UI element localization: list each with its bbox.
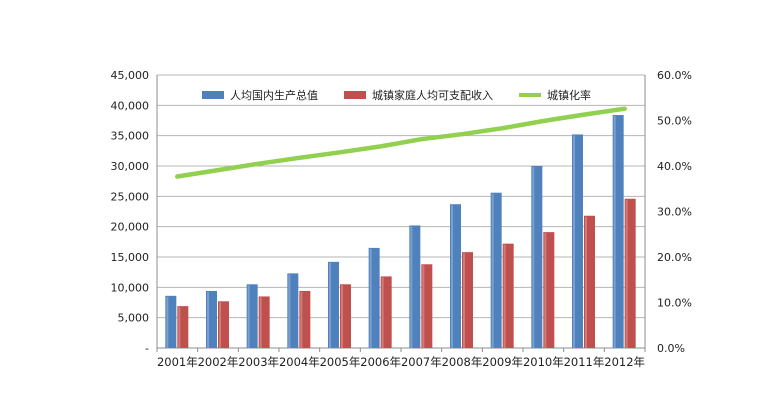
bar-gdp: [368, 247, 380, 348]
bar-gdp: [490, 192, 502, 348]
bar-income: [218, 301, 229, 348]
bar-income: [340, 284, 351, 348]
y-left-tick-label: 25,000: [111, 190, 150, 203]
legend-label: 城镇家庭人均可支配收入: [372, 88, 493, 102]
line-series: [175, 106, 627, 179]
y-left-tick-label: 15,000: [111, 251, 150, 264]
x-tick-label: 2011年: [564, 355, 605, 369]
x-tick-label: 2009年: [482, 355, 523, 369]
legend-swatch: [344, 91, 366, 99]
bar-highlight: [259, 297, 262, 348]
bar-highlight: [329, 262, 331, 348]
x-tick-label: 2012年: [604, 355, 645, 369]
x-tick-label: 2004年: [279, 355, 320, 369]
bar-highlight: [532, 167, 535, 348]
bar-highlight: [410, 226, 413, 348]
x-tick-label: 2010年: [523, 355, 564, 369]
y-right-tick-label: 50.0%: [657, 115, 692, 128]
x-tick-label: 2001年: [157, 355, 198, 369]
y-right-tick-label: 30.0%: [657, 206, 692, 219]
y-left-tick-label: 30,000: [111, 160, 150, 173]
bar-highlight: [341, 285, 343, 348]
x-tick-label: 2003年: [238, 355, 279, 369]
bar-income: [299, 290, 311, 348]
y-left-tick-label: 40,000: [111, 99, 150, 112]
legend: 人均国内生产总值 城镇家庭人均可支配收入 城镇化率: [202, 88, 591, 102]
urbanization-line: [175, 106, 627, 179]
x-tick-label: 2008年: [442, 355, 483, 369]
y-left-tick-label: 20,000: [111, 221, 150, 234]
bar-income: [502, 243, 514, 348]
bar-highlight: [491, 193, 494, 348]
bar-gdp: [328, 261, 339, 348]
y-right-tick-label: 0.0%: [657, 342, 685, 355]
bar-gdp: [450, 204, 461, 348]
legend-swatch: [202, 91, 224, 99]
bar-gdp: [246, 284, 258, 348]
bar-gdp: [206, 290, 217, 348]
x-tick-label: 2006年: [360, 355, 401, 369]
bar-gdp: [165, 295, 177, 348]
bar-income: [462, 252, 473, 348]
bar-highlight: [625, 199, 628, 348]
bar-highlight: [219, 302, 221, 348]
bar-highlight: [207, 291, 209, 348]
bar-income: [380, 276, 392, 348]
y-right-tick-label: 40.0%: [657, 160, 692, 173]
y-left-tick-label: -: [145, 342, 149, 355]
bar-highlight: [503, 244, 506, 348]
bar-highlight: [369, 248, 372, 348]
y-left-tick-label: 45,000: [111, 69, 150, 82]
x-tick-label: 2002年: [198, 355, 239, 369]
x-tick-label: 2007年: [401, 355, 442, 369]
bar-highlight: [422, 265, 425, 348]
y-right-tick-label: 20.0%: [657, 251, 692, 264]
bar-highlight: [613, 116, 616, 348]
y-left-tick-label: 10,000: [111, 281, 150, 294]
bar-highlight: [451, 205, 453, 348]
axes: - 5,000 10,000 15,000 20,000 25,000 30,000 35,0…: [111, 69, 692, 369]
x-tick-label: 2005年: [320, 355, 361, 369]
bar-highlight: [288, 274, 291, 348]
bar-gdp: [531, 166, 543, 348]
bar-income: [421, 264, 433, 348]
bar-highlight: [166, 296, 169, 348]
bar-income: [258, 296, 270, 348]
bar-gdp: [572, 134, 583, 348]
y-right-tick-label: 60.0%: [657, 69, 692, 82]
legend-label: 城镇化率: [547, 88, 591, 102]
legend-label: 人均国内生产总值: [230, 88, 318, 102]
bar-income: [543, 232, 555, 348]
y-left-tick-label: 35,000: [111, 130, 150, 143]
bar-highlight: [544, 233, 547, 348]
bar-gdp: [287, 273, 299, 348]
y-right-tick-label: 10.0%: [657, 297, 692, 310]
bar-income: [624, 198, 636, 348]
bar-highlight: [300, 291, 303, 348]
bar-highlight: [463, 253, 465, 348]
y-left-tick-label: 5,000: [118, 312, 150, 325]
bar-income: [177, 306, 189, 348]
bar-highlight: [585, 216, 587, 348]
bar-highlight: [381, 277, 384, 348]
bar-highlight: [178, 307, 181, 348]
bar-highlight: [247, 285, 250, 348]
bar-gdp: [409, 225, 421, 348]
bar-income: [584, 215, 595, 348]
bar-gdp: [612, 115, 624, 348]
bar-highlight: [573, 135, 575, 348]
bar-series: [165, 115, 636, 348]
